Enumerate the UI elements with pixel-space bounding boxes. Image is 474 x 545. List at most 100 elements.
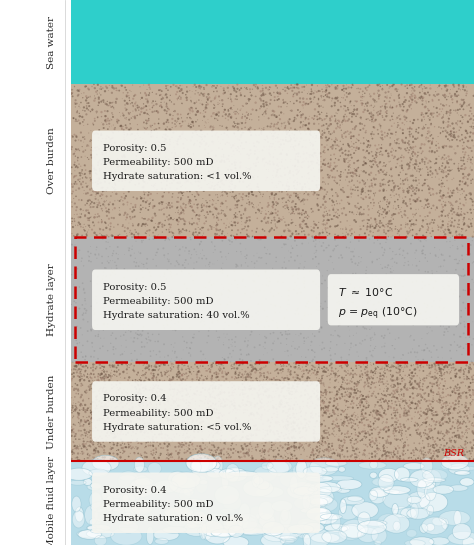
Point <box>90 440 97 449</box>
Point <box>229 346 237 355</box>
Point <box>466 455 474 463</box>
Point <box>358 417 365 426</box>
Point <box>447 347 454 355</box>
Point <box>235 144 243 153</box>
Point <box>114 450 121 459</box>
Point <box>195 82 202 91</box>
Point <box>179 370 186 379</box>
Point <box>443 107 450 116</box>
Point <box>95 378 103 386</box>
Point <box>433 203 441 211</box>
Point <box>419 419 426 427</box>
Point <box>460 449 467 457</box>
Point <box>428 415 436 423</box>
Point <box>437 129 444 137</box>
Point <box>378 162 386 171</box>
Point <box>309 151 316 160</box>
Point <box>295 148 303 157</box>
Point <box>71 432 78 441</box>
Point <box>172 122 179 131</box>
Point <box>137 192 144 201</box>
Point <box>377 144 385 153</box>
Point <box>79 362 87 371</box>
Point <box>186 392 193 401</box>
Point <box>374 222 382 231</box>
Point <box>262 206 269 215</box>
Point <box>305 417 312 426</box>
Point <box>215 226 222 234</box>
Point <box>175 213 183 222</box>
Point <box>132 237 140 246</box>
Point <box>243 445 250 453</box>
Point <box>338 406 346 415</box>
Point <box>405 311 412 320</box>
Point <box>107 373 115 382</box>
Point <box>277 396 285 404</box>
Point <box>322 88 329 96</box>
Point <box>68 143 76 152</box>
Point <box>391 137 398 146</box>
Point <box>316 87 323 95</box>
Point <box>225 396 232 404</box>
Point <box>72 402 79 410</box>
Point <box>418 92 425 101</box>
Point <box>447 122 454 130</box>
Point <box>448 421 456 430</box>
Point <box>116 371 123 379</box>
Point <box>463 361 470 370</box>
Point <box>224 171 232 179</box>
Point <box>300 217 307 226</box>
Point <box>92 129 100 138</box>
Point <box>467 104 474 112</box>
Point <box>178 203 185 212</box>
Point <box>291 358 298 367</box>
Point <box>171 325 178 334</box>
Point <box>135 232 142 241</box>
Point <box>297 428 304 437</box>
Point <box>331 159 338 167</box>
Point <box>164 443 171 451</box>
Point <box>208 123 216 131</box>
Point <box>87 325 95 334</box>
Point <box>119 185 127 193</box>
Point <box>319 338 326 347</box>
Point <box>378 452 386 461</box>
Point <box>286 435 293 444</box>
Point <box>391 359 398 367</box>
Point <box>246 372 254 381</box>
Point <box>239 401 246 410</box>
Point <box>143 432 151 441</box>
Point <box>329 425 337 433</box>
Point <box>114 419 122 428</box>
Point <box>457 190 465 199</box>
Point <box>440 124 447 132</box>
Point <box>73 381 81 390</box>
Point <box>120 128 128 137</box>
Point <box>453 98 461 107</box>
Point <box>286 232 294 241</box>
Point <box>452 149 459 158</box>
Point <box>315 231 323 239</box>
Point <box>103 192 110 201</box>
Point <box>91 398 99 407</box>
Point <box>373 407 380 415</box>
Point <box>222 252 229 261</box>
Point <box>390 109 397 118</box>
Point <box>87 415 95 423</box>
Point <box>266 128 274 136</box>
Point <box>355 130 363 139</box>
Point <box>183 136 191 144</box>
Point <box>341 339 349 348</box>
Point <box>445 170 452 179</box>
Point <box>291 446 298 455</box>
Point <box>375 92 383 101</box>
Point <box>310 437 318 446</box>
Point <box>215 395 223 403</box>
Point <box>156 385 164 393</box>
Point <box>84 196 92 205</box>
Point <box>212 399 219 408</box>
Point <box>392 282 399 291</box>
Point <box>346 199 353 208</box>
Point <box>368 269 376 278</box>
Point <box>458 231 466 240</box>
